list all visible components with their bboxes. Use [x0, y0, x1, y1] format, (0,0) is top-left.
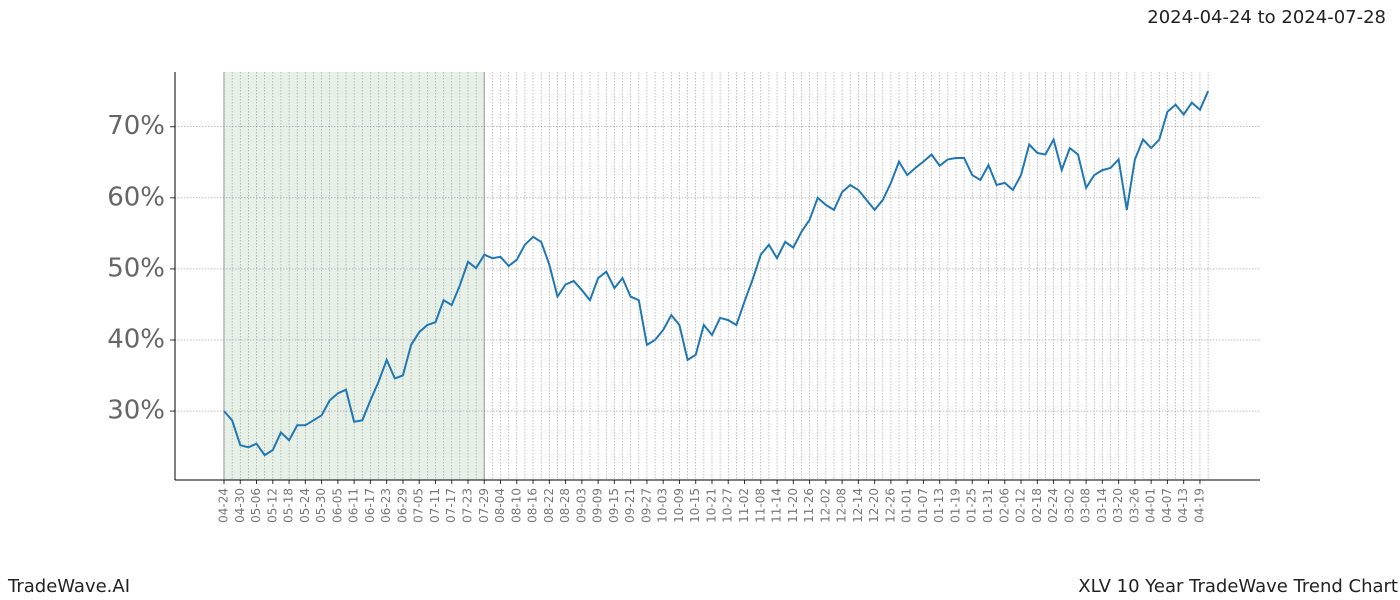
x-tick-label: 01-31 [981, 488, 995, 523]
x-tick-label: 09-21 [623, 488, 637, 523]
x-tick-label: 09-03 [574, 488, 588, 523]
x-tick-label: 05-06 [249, 488, 263, 523]
x-tick-label: 08-16 [526, 488, 540, 523]
x-tick-label: 03-08 [1079, 488, 1093, 523]
y-tick-label: 70% [107, 111, 165, 141]
y-tick-label: 40% [107, 324, 165, 354]
x-tick-label: 02-18 [1030, 488, 1044, 523]
x-tick-label: 11-26 [802, 488, 816, 523]
x-tick-label: 09-27 [639, 488, 653, 523]
x-tick-label: 05-24 [298, 488, 312, 523]
x-tick-label: 02-12 [1014, 488, 1028, 523]
x-tick-label: 07-11 [428, 488, 442, 523]
x-tick-label: 09-09 [591, 488, 605, 523]
x-tick-label: 03-14 [1095, 488, 1109, 523]
x-tick-label: 10-03 [656, 488, 670, 523]
x-tick-label: 07-05 [412, 488, 426, 523]
x-tick-label: 05-12 [265, 488, 279, 523]
x-tick-label: 08-04 [493, 488, 507, 523]
x-tick-label: 03-20 [1111, 488, 1125, 523]
x-tick-label: 03-26 [1127, 488, 1141, 523]
x-tick-label: 11-02 [737, 488, 751, 523]
x-tick-label: 05-18 [282, 488, 296, 523]
x-tick-label: 07-29 [477, 488, 491, 523]
x-tick-label: 12-26 [883, 488, 897, 523]
y-tick-label: 60% [107, 182, 165, 212]
trend-line [223, 90, 1210, 457]
footer-right: XLV 10 Year TradeWave Trend Chart [1078, 576, 1398, 597]
x-tick-label: 04-19 [1192, 488, 1206, 523]
x-tick-label: 11-14 [770, 488, 784, 523]
x-tick-label: 08-22 [542, 488, 556, 523]
x-tick-label: 09-15 [607, 488, 621, 523]
chart-title: 2024-04-24 to 2024-07-28 [1147, 7, 1386, 28]
x-tick-label: 10-15 [688, 488, 702, 523]
x-tick-label: 10-21 [704, 488, 718, 523]
x-tick-label: 07-17 [444, 488, 458, 523]
x-tick-label: 12-14 [851, 488, 865, 523]
x-tick-label: 06-17 [363, 488, 377, 523]
x-tick-label: 07-23 [460, 488, 474, 523]
x-tick-label: 06-11 [347, 488, 361, 523]
x-tick-label: 05-30 [314, 488, 328, 523]
x-tick-label: 11-08 [753, 488, 767, 523]
x-tick-label: 02-06 [997, 488, 1011, 523]
footer-left: TradeWave.AI [7, 576, 130, 597]
x-tick-label: 10-27 [721, 488, 735, 523]
y-tick-label: 50% [107, 253, 165, 283]
x-tick-label: 04-13 [1176, 488, 1190, 523]
x-tick-label: 04-07 [1160, 488, 1174, 523]
x-tick-label: 01-19 [948, 488, 962, 523]
x-tick-label: 01-07 [916, 488, 930, 523]
x-tick-label: 12-02 [818, 488, 832, 523]
x-tick-label: 04-01 [1144, 488, 1158, 523]
x-tick-label: 02-24 [1046, 488, 1060, 523]
y-tick-label: 30% [107, 396, 165, 426]
x-tick-label: 01-25 [965, 488, 979, 523]
x-tick-label: 01-01 [900, 488, 914, 523]
x-tick-label: 08-10 [509, 488, 523, 523]
x-tick-label: 06-23 [379, 488, 393, 523]
x-tick-label: 06-05 [330, 488, 344, 523]
x-tick-label: 06-29 [395, 488, 409, 523]
x-tick-label: 12-20 [867, 488, 881, 523]
x-tick-label: 04-30 [233, 488, 247, 523]
x-tick-label: 08-28 [558, 488, 572, 523]
x-tick-label: 11-20 [786, 488, 800, 523]
x-tick-label: 03-02 [1062, 488, 1076, 523]
x-tick-label: 04-24 [217, 488, 231, 523]
x-tick-label: 01-13 [932, 488, 946, 523]
x-tick-label: 12-08 [835, 488, 849, 523]
x-tick-label: 10-09 [672, 488, 686, 523]
